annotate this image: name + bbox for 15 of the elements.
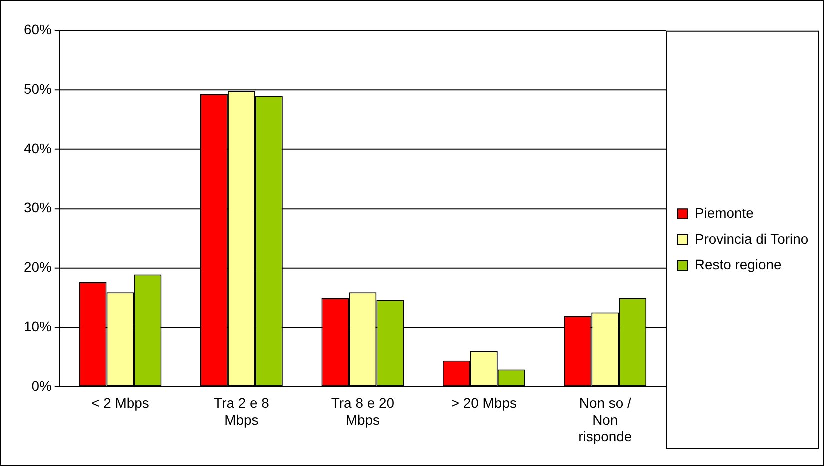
y-tick-label: 10%: [24, 318, 52, 334]
y-tick-label: 20%: [24, 259, 52, 276]
y-tick-label: 30%: [24, 200, 52, 216]
x-tick-label: < 2 Mbps: [92, 395, 150, 412]
legend-label: Provincia di Torino: [694, 230, 809, 247]
x-tick-label: > 20 Mbps: [451, 395, 517, 412]
y-tick-label: 40%: [24, 140, 52, 156]
legend-label: Piemonte: [694, 204, 754, 221]
x-tick-label: Tra 2 e 8 Mbps: [214, 395, 270, 428]
y-tick-label: 50%: [24, 81, 52, 98]
x-tick-label: Tra 8 e 20 Mbps: [331, 395, 395, 428]
x-tick-label: Non so / Non risponde: [578, 395, 632, 445]
y-tick-label: 60%: [24, 22, 52, 38]
y-tick-label: 0%: [32, 378, 52, 394]
legend-label: Resto regione: [694, 256, 782, 273]
